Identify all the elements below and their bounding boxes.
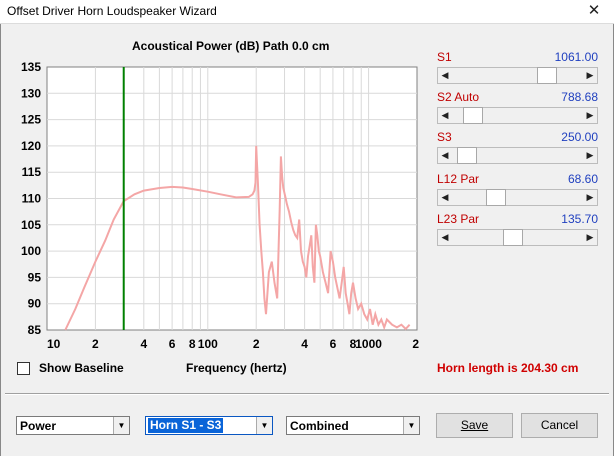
slider-track[interactable]: ◀ ▶ (437, 189, 598, 206)
x-tick-label: 8 (350, 337, 357, 351)
arrow-right-icon[interactable]: ▶ (586, 192, 594, 202)
chevron-down-icon[interactable]: ▼ (256, 417, 272, 434)
chevron-down-icon[interactable]: ▼ (113, 417, 129, 434)
y-tick-label: 110 (22, 192, 42, 206)
slider-4: L23 Par 135.70 ◀ ▶ (437, 212, 598, 252)
plot-type-value: Power (20, 419, 57, 433)
slider-track[interactable]: ◀ ▶ (437, 67, 598, 84)
y-tick-label: 130 (21, 86, 41, 100)
slider-thumb[interactable] (485, 189, 506, 206)
arrow-right-icon[interactable]: ▶ (586, 110, 594, 120)
y-tick-label: 100 (21, 244, 41, 258)
y-tick-label: 95 (28, 270, 42, 284)
plot-type-select[interactable]: Power ▼ (16, 416, 130, 435)
slider-2: S3 250.00 ◀ ▶ (437, 130, 598, 170)
y-tick-label: 135 (21, 60, 41, 74)
save-button-label: Save (460, 418, 489, 432)
window-title: Offset Driver Horn Loudspeaker Wizard (7, 4, 217, 18)
show-baseline-label[interactable]: Show Baseline (39, 361, 124, 375)
x-tick-label: 2 (412, 337, 419, 351)
x-tick-label: 100 (198, 337, 218, 351)
x-tick-label: 1000 (355, 337, 382, 351)
slider-thumb[interactable] (536, 67, 557, 84)
x-tick-label: 10 (47, 337, 61, 351)
slider-label: S1 (437, 50, 452, 64)
slider-1: S2 Auto 788.68 ◀ ▶ (437, 90, 598, 130)
mode-value: Combined (290, 419, 349, 433)
y-tick-label: 105 (21, 218, 41, 232)
y-tick-labels: 85 90 95 100 105 110 115 120 125 130 135 (21, 60, 41, 337)
section-select[interactable]: Horn S1 - S3 ▼ (145, 416, 273, 435)
arrow-left-icon[interactable]: ◀ (441, 232, 449, 242)
divider (5, 393, 609, 395)
slider-thumb[interactable] (502, 229, 523, 246)
x-axis-label: Frequency (hertz) (186, 361, 287, 375)
series-lines (64, 145, 411, 331)
x-tick-label: 4 (301, 337, 308, 351)
x-tick-label: 8 (189, 337, 196, 351)
arrow-right-icon[interactable]: ▶ (586, 150, 594, 160)
slider-label: S3 (437, 130, 452, 144)
slider-value: 68.60 (567, 172, 598, 186)
mode-select[interactable]: Combined ▼ (286, 416, 420, 435)
slider-track[interactable]: ◀ ▶ (437, 229, 598, 246)
slider-label: L12 Par (437, 172, 480, 186)
cancel-button[interactable]: Cancel (521, 413, 598, 438)
slider-track[interactable]: ◀ ▶ (437, 107, 598, 124)
arrow-left-icon[interactable]: ◀ (441, 192, 449, 202)
arrow-left-icon[interactable]: ◀ (441, 110, 449, 120)
x-tick-label: 6 (330, 337, 337, 351)
arrow-right-icon[interactable]: ▶ (586, 70, 594, 80)
y-tick-label: 90 (28, 297, 42, 311)
cancel-button-label: Cancel (540, 418, 579, 432)
slider-value: 250.00 (561, 130, 598, 144)
chevron-down-icon[interactable]: ▼ (403, 417, 419, 434)
grid-lines (47, 67, 417, 330)
slider-track[interactable]: ◀ ▶ (437, 147, 598, 164)
y-tick-label: 125 (21, 113, 41, 127)
y-tick-label: 85 (28, 323, 42, 337)
x-tick-label: 6 (169, 337, 176, 351)
section-value: Horn S1 - S3 (148, 418, 224, 433)
slider-3: L12 Par 68.60 ◀ ▶ (437, 172, 598, 212)
slider-value: 788.68 (561, 90, 598, 104)
save-button[interactable]: Save (436, 413, 513, 438)
y-tick-label: 120 (21, 139, 41, 153)
show-baseline-checkbox[interactable] (17, 362, 30, 375)
arrow-left-icon[interactable]: ◀ (441, 70, 449, 80)
slider-0: S1 1061.00 ◀ ▶ (437, 50, 598, 90)
slider-label: L23 Par (437, 212, 480, 226)
slider-value: 135.70 (561, 212, 598, 226)
title-bar: Offset Driver Horn Loudspeaker Wizard ✕ (0, 0, 614, 24)
slider-label: S2 Auto (437, 90, 480, 104)
slider-value: 1061.00 (554, 50, 598, 64)
horn-length-status: Horn length is 204.30 cm (437, 361, 579, 375)
series-line (64, 145, 411, 331)
x-tick-label: 2 (92, 337, 99, 351)
arrow-left-icon[interactable]: ◀ (441, 150, 449, 160)
close-icon[interactable]: ✕ (587, 2, 601, 19)
slider-thumb[interactable] (456, 147, 477, 164)
y-tick-label: 115 (22, 165, 42, 179)
arrow-right-icon[interactable]: ▶ (586, 232, 594, 242)
chart-title: Acoustical Power (dB) Path 0.0 cm (132, 39, 330, 53)
x-tick-label: 4 (140, 337, 147, 351)
x-tick-label: 2 (253, 337, 260, 351)
slider-thumb[interactable] (463, 107, 484, 124)
